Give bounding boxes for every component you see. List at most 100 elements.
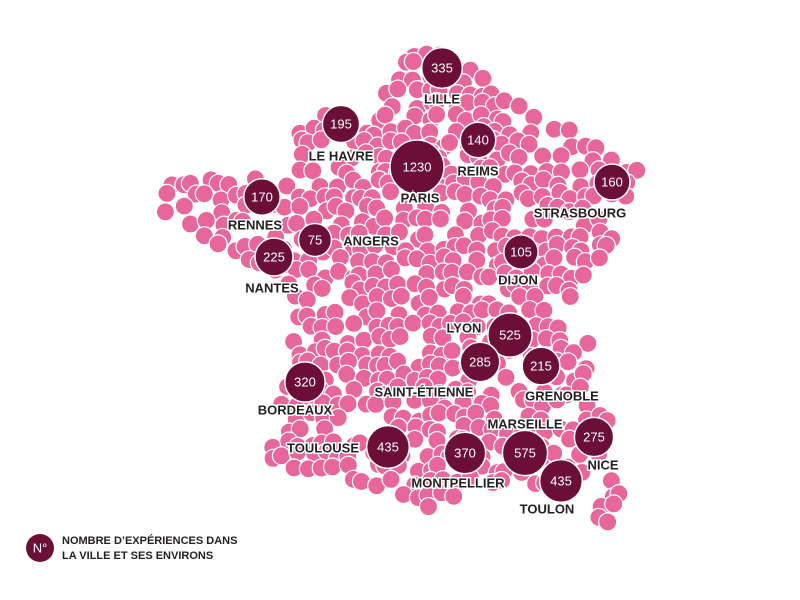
city-circle (243, 178, 281, 216)
experience-dot (174, 196, 194, 216)
city-circle (284, 361, 326, 403)
experience-dot (388, 79, 408, 99)
experience-dot (322, 457, 343, 477)
experience-dot (303, 161, 323, 181)
legend-line: NOMBRE D’EXPÉRIENCES DANS (62, 534, 237, 547)
city-label: DIJON (498, 272, 538, 287)
experience-dot (418, 497, 439, 517)
experience-dot (155, 202, 175, 222)
city-value: 195 (330, 116, 352, 131)
legend-symbol: N° (33, 540, 48, 555)
experience-dot (578, 333, 598, 354)
experience-dot (559, 120, 579, 140)
city-value: 575 (514, 445, 536, 460)
city-label: PARIS (401, 190, 440, 205)
experience-dot (442, 341, 462, 361)
city-value: 435 (550, 473, 572, 488)
city-label: ANGERS (343, 233, 399, 248)
experience-dot (232, 211, 253, 231)
cities: 335 LILLE 195 LE HAVRE 140 REIMS 1230 PARIS 160 S… (226, 46, 631, 518)
city-value: 525 (499, 327, 521, 342)
experience-dot (598, 512, 618, 532)
city-value: 370 (454, 445, 476, 460)
experience-dot (444, 486, 464, 506)
experience-dot (380, 182, 401, 202)
experience-dot (277, 176, 297, 196)
city-circle (573, 416, 615, 458)
experience-dot (312, 278, 332, 299)
experience-dot (455, 184, 475, 205)
experience-dot (419, 287, 439, 308)
city-label: MONTPELLIER (411, 475, 505, 490)
city-circle (459, 341, 501, 383)
city-value: 435 (377, 439, 399, 454)
experience-dot (570, 160, 590, 180)
experience-dot (524, 107, 544, 127)
experience-dot (492, 470, 512, 491)
city-value: 160 (601, 174, 623, 189)
experience-dot (439, 132, 460, 153)
city-label: LILLE (424, 91, 460, 106)
city-value: 75 (308, 232, 322, 247)
experience-dot (426, 104, 447, 125)
city-value: 335 (431, 60, 453, 75)
city-label: NICE (587, 457, 618, 472)
city-circle (389, 139, 445, 195)
city-value: 140 (467, 132, 489, 147)
experience-dot (479, 267, 499, 287)
experience-dot (344, 313, 364, 334)
experience-dot (403, 313, 423, 333)
city-circle (593, 163, 631, 201)
experience-dot (194, 184, 214, 204)
city-circle (487, 312, 533, 358)
city-value: 1230 (403, 159, 432, 174)
experience-dot (509, 96, 529, 116)
city-circle (503, 234, 539, 270)
city-value: 215 (530, 358, 552, 373)
experience-dot (519, 134, 539, 154)
experience-dot (391, 286, 411, 306)
city-label: TOULON (520, 501, 575, 516)
city-circle (501, 429, 549, 477)
experience-dot (544, 248, 564, 268)
city-circle (365, 424, 411, 470)
experience-dot (547, 390, 567, 410)
city-circle (321, 104, 361, 144)
city-value: 105 (510, 244, 532, 259)
city-circle (297, 222, 333, 258)
experience-dot (430, 209, 451, 229)
city-label: MARSEILLE (487, 416, 562, 431)
city-circle (521, 346, 561, 386)
experience-dot (157, 183, 177, 204)
city-value: 320 (294, 374, 316, 389)
experience-dot (570, 377, 590, 397)
experience-dot (375, 208, 395, 228)
city-label: LYON (447, 320, 482, 335)
experience-dot (297, 290, 317, 310)
experience-dot (328, 408, 348, 428)
experience-dot (367, 301, 387, 321)
city-circle (443, 431, 487, 475)
experience-dot (604, 494, 624, 514)
experience-dot (326, 316, 346, 337)
experience-dot (208, 234, 228, 254)
experience-dot (560, 286, 580, 307)
city-label: NANTES (245, 280, 299, 295)
experience-dot (290, 196, 310, 217)
city-label: TOULOUSE (287, 440, 359, 455)
experience-dot (551, 146, 571, 166)
city-label: REIMS (457, 163, 499, 178)
city-value: 170 (251, 189, 273, 204)
experience-dot (415, 225, 435, 245)
city-value: 225 (263, 249, 285, 264)
experience-dot (558, 352, 578, 372)
city-label: STRASBOURG (534, 205, 626, 220)
experience-dot (496, 367, 516, 387)
city-circle (538, 458, 584, 504)
city-label: LE HAVRE (309, 148, 374, 163)
city-label: BORDEAUX (258, 402, 333, 417)
experience-dot (390, 326, 410, 347)
experience-dot (375, 105, 395, 125)
